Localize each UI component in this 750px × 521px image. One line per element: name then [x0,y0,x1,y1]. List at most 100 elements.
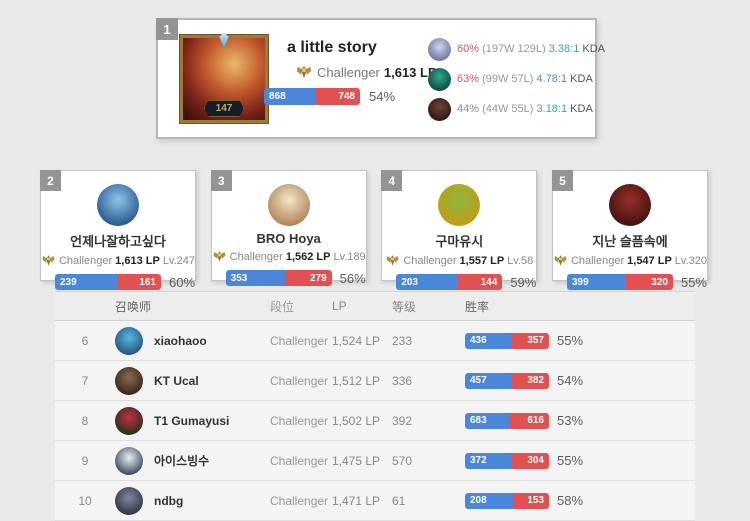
losses-count: 161 [139,276,156,288]
lp-value: 1,613 LP [115,254,160,267]
summoner-avatar [608,184,651,226]
player-card[interactable]: 2 언제나잘하고싶다 Challenger 1,613 LP Lv.247 23… [40,170,196,290]
champion-record: (197W 129L) [482,43,546,55]
wins-count: 208 [470,495,487,506]
row-tier: Challenger [270,493,329,508]
player-card[interactable]: 3 BRO Hoya Challenger 1,562 LP Lv.189 35… [210,170,367,286]
rank-badge: 3 [210,170,232,191]
player-name[interactable]: KT Ucal [154,373,199,388]
kda-label: KDA [570,73,593,85]
table-row[interactable]: 10 ndbg Challenger 1,471 LP 61 208 153 5… [55,481,695,521]
losses-count: 616 [527,415,544,426]
winrate-value: 60% [169,274,196,290]
player-name[interactable]: 아이스빙수 [154,454,210,468]
tier-line: Challenger 1,557 LP Lv.58 [385,253,533,268]
row-winrate-cell: 457 382 54% [450,372,695,389]
table-row[interactable]: 6 xiaohaoo Challenger 1,524 LP 233 436 3… [55,321,695,361]
summoner-avatar [115,366,143,395]
losses-segment: 279 [284,270,332,286]
wins-segment: 372 [465,452,512,469]
losses-count: 304 [527,455,544,466]
win-loss-bar: 353 279 [225,270,332,286]
row-summoner-cell: 아이스빙수 [115,446,270,475]
player-card[interactable]: 5 지난 슬픔속에 Challenger 1,547 LP Lv.320 399… [551,170,708,290]
player-name[interactable]: 언제나잘하고싶다 [70,234,166,249]
player-name[interactable]: 지난 슬픔속에 [592,234,668,249]
lp-value: 1,562 LP [285,250,331,263]
wins-count: 868 [269,91,286,102]
winrate-bar-row: 239 161 60% [41,274,195,290]
wins-segment: 399 [566,274,626,290]
winrate-value: 58% [557,493,584,508]
row-tier: Challenger [270,333,329,348]
losses-count: 748 [338,91,355,102]
champion-kda-value: 3.38:1 [548,43,580,55]
player-name[interactable]: BRO Hoya [256,231,321,246]
player-name[interactable]: a little story [287,39,377,56]
wins-segment: 239 [55,274,119,290]
row-lp: 1,475 LP [332,453,381,468]
winrate-value: 53% [557,413,584,428]
row-lp: 1,502 LP [332,413,381,428]
rank-1-player-card[interactable]: 1 147 a little story Challenger 1,613 LP… [156,18,605,139]
win-loss-bar: 203 144 [396,274,503,290]
champion-winrate: 63% [457,73,480,85]
win-loss-bar: 208 153 [465,492,549,509]
champion-stats-list: 60% (197W 129L) 3.38:1 KDA 63% (99W 57L)… [428,37,605,127]
losses-segment: 304 [511,452,549,469]
challenger-crest-icon [386,255,399,266]
champion-icon [428,97,451,121]
win-loss-bar: 399 320 [566,274,673,290]
player-name[interactable]: xiaohaoo [154,333,207,348]
row-rank: 6 [81,333,89,348]
level-label: Lv.189 [333,250,366,263]
champion-icon [428,67,451,91]
summoner-level-badge: 147 [204,100,244,117]
wins-segment: 868 [264,88,316,105]
winrate-value: 54% [369,89,396,104]
kda-label: KDA [570,103,593,115]
row-tier: Challenger [270,373,329,388]
champion-stat-text: 63% (99W 57L) 4.78:1 KDA [457,73,593,85]
row-level: 336 [392,373,413,388]
player-card[interactable]: 4 구마유시 Challenger 1,557 LP Lv.58 203 144 [381,170,538,290]
winrate-bar-row: 868 748 54% [264,88,395,105]
losses-count: 382 [527,375,544,386]
table-row[interactable]: 9 아이스빙수 Challenger 1,475 LP 570 372 304 … [55,441,695,481]
tier-label: Challenger [403,254,457,267]
winrate-value: 59% [510,274,537,290]
tier-label: Challenger [58,254,113,267]
table-row[interactable]: 8 T1 Gumayusi Challenger 1,502 LP 392 68… [55,401,695,441]
row-summoner-cell: ndbg [115,486,270,515]
champion-stat-row: 60% (197W 129L) 3.38:1 KDA [428,37,605,61]
summoner-avatar [438,184,481,226]
challenger-crest-icon [296,65,312,79]
player-name[interactable]: ndbg [154,493,184,508]
row-rank: 9 [81,453,89,468]
ranking-table: 召唤师 段位 LP 等级 胜率 6 xiaohaoo Challenger 1,… [55,291,695,521]
champion-stat-row: 63% (99W 57L) 4.78:1 KDA [428,67,605,91]
wins-count: 457 [470,375,487,386]
player-name[interactable]: 구마유시 [435,234,484,249]
champion-winrate: 60% [457,43,480,55]
wins-count: 353 [230,272,248,284]
player-name[interactable]: T1 Gumayusi [154,413,230,428]
table-row[interactable]: 7 KT Ucal Challenger 1,512 LP 336 457 38… [55,361,695,401]
header-winrate: 胜率 [465,299,490,314]
win-loss-bar: 372 304 [465,452,549,469]
wins-count: 399 [571,276,589,288]
challenger-crest-icon [554,255,567,266]
row-summoner-cell: T1 Gumayusi [115,406,270,435]
challenger-crest-icon [213,251,226,262]
rank-badge: 1 [156,18,178,40]
wins-count: 372 [470,455,487,466]
wins-count: 239 [60,276,77,288]
tier-line: Challenger 1,613 LP [295,63,437,81]
wins-count: 436 [470,335,487,346]
header-lp: LP [332,299,347,313]
row-tier: Challenger [270,413,329,428]
row-rank: 7 [81,373,89,388]
crest-gem-icon [219,32,229,48]
champion-record: (44W 55L) [482,103,534,115]
